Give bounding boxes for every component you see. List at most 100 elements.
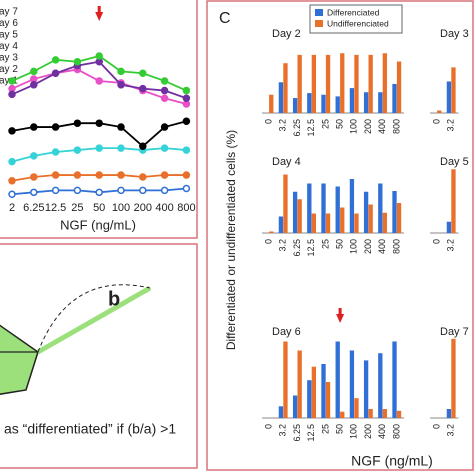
- bar: [392, 83, 397, 113]
- bar: [307, 183, 312, 233]
- x-tick-label: 50: [334, 239, 344, 249]
- point: [95, 144, 103, 152]
- x-tick-label: 100: [349, 424, 359, 439]
- x-tick-label: 3.2: [278, 119, 288, 132]
- x-tick-label: 3.2: [446, 239, 456, 252]
- bar: [446, 81, 452, 113]
- bar: [363, 360, 369, 418]
- x-tick-label: 100: [349, 119, 359, 134]
- point: [182, 94, 191, 102]
- point: [51, 148, 60, 156]
- bar: [325, 213, 331, 233]
- point: [182, 171, 191, 179]
- bar: [382, 409, 388, 418]
- point: [30, 173, 38, 181]
- legend-swatch: [315, 9, 323, 16]
- bar: [396, 410, 402, 418]
- point: [160, 123, 169, 131]
- x-tick-label: 400: [155, 202, 173, 214]
- point: [117, 81, 125, 89]
- bar: [335, 186, 340, 233]
- point: [117, 123, 125, 131]
- point: [73, 58, 82, 66]
- point: [8, 127, 16, 135]
- point: [182, 146, 191, 154]
- x-tick-label: 100: [112, 202, 130, 214]
- caption: as “differentiated” if (b/a) >1: [4, 421, 176, 437]
- x-tick-label: 200: [363, 424, 373, 439]
- point: [139, 142, 147, 150]
- legend-label: Undifferenciated: [327, 18, 389, 28]
- x-tick-label: 50: [93, 202, 105, 214]
- bar: [451, 338, 456, 418]
- point: [139, 173, 147, 181]
- x-tick-label: 800: [391, 239, 401, 254]
- bar: [382, 53, 388, 113]
- x-tick-label: 800: [391, 424, 401, 439]
- chart-title: Day 2: [272, 28, 301, 40]
- x-tick-label: 12.5: [45, 202, 66, 214]
- bar: [297, 350, 302, 418]
- point: [160, 77, 169, 85]
- point: [95, 52, 103, 60]
- x-tick-label: 100: [349, 239, 359, 254]
- x-tick-label: 25: [320, 119, 330, 129]
- panel-label: C: [219, 10, 231, 27]
- x-tick-label: 800: [177, 202, 195, 214]
- point: [51, 186, 60, 195]
- legend-label: ay 4: [0, 41, 18, 52]
- line: [11, 68, 187, 105]
- neurite: [36, 285, 152, 355]
- bar: [354, 54, 359, 113]
- point: [160, 186, 169, 195]
- cell-body: [0, 324, 39, 395]
- point: [139, 69, 147, 78]
- bar: [269, 94, 274, 113]
- panel-border: [206, 0, 474, 471]
- x-tick-label: 12.5: [306, 424, 316, 442]
- x-tick-label: 200: [363, 119, 373, 134]
- bar: [368, 409, 373, 418]
- x-tick-label: 3.2: [278, 239, 288, 252]
- x-tick-label: 400: [377, 119, 387, 134]
- bar: [292, 98, 298, 113]
- bar: [446, 221, 452, 233]
- legend-label: Differenciated: [327, 7, 380, 17]
- point: [30, 188, 38, 197]
- point: [117, 67, 125, 76]
- bar: [392, 191, 397, 233]
- bar: [378, 353, 383, 418]
- x-tick-label: 6.25: [292, 239, 302, 257]
- legend-label: ay 2: [0, 64, 18, 75]
- point: [30, 152, 38, 160]
- bar: [335, 96, 340, 113]
- x-tick-label: 0: [431, 119, 441, 124]
- panel-border: [0, 243, 198, 469]
- bar: [378, 92, 383, 113]
- bar: [363, 191, 369, 233]
- point: [160, 94, 169, 102]
- chart-title: Day 3: [440, 28, 469, 40]
- x-tick-label: 25: [71, 202, 83, 214]
- bar: [335, 341, 340, 418]
- point: [117, 171, 125, 179]
- point: [160, 171, 169, 179]
- point: [139, 186, 147, 195]
- bar: [278, 82, 284, 113]
- bar: [321, 94, 326, 113]
- bar: [297, 199, 302, 233]
- point: [160, 86, 169, 95]
- chart-title: Day 5: [440, 156, 469, 168]
- bar: [349, 350, 355, 418]
- x-tick-label: 25: [320, 424, 330, 434]
- x-tick-label: 400: [377, 424, 387, 439]
- bar: [278, 406, 284, 418]
- x-tick-label: 0: [431, 239, 441, 244]
- point: [51, 56, 60, 64]
- bar: [307, 93, 312, 113]
- bar: [278, 216, 284, 233]
- point: [182, 86, 191, 95]
- panel-border: [0, 0, 198, 239]
- legend-label: ay 5: [0, 30, 18, 41]
- bar: [283, 63, 288, 113]
